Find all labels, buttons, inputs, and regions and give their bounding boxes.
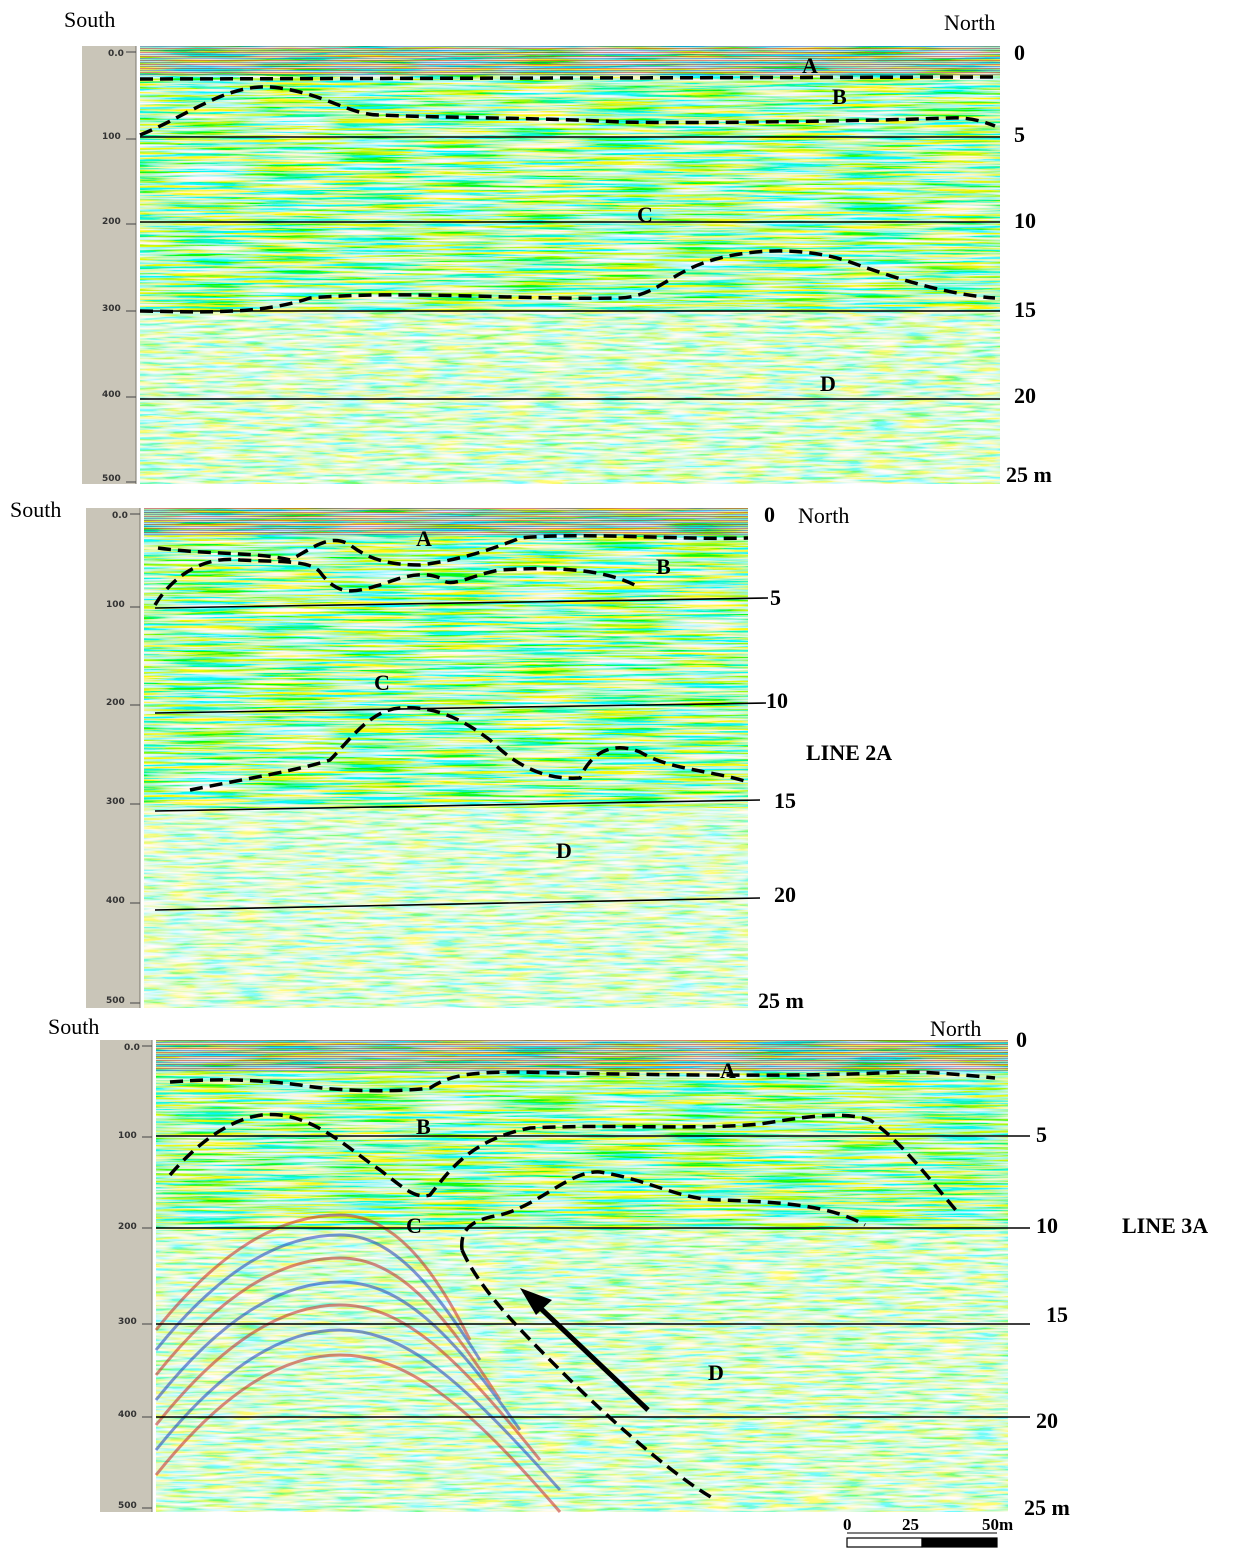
time-tick: 300: [102, 304, 121, 314]
depth-lines: [140, 136, 1000, 400]
north-label: North: [930, 1016, 981, 1041]
line-label: LINE 2A: [806, 740, 892, 765]
time-tick: 400: [118, 1410, 137, 1420]
unit-label: C: [374, 670, 390, 695]
unit-label: C: [406, 1213, 422, 1238]
depth-label: 0: [764, 502, 775, 527]
time-tick: 400: [106, 896, 125, 906]
panel-3: South North LINE 3A 0.0 100 200 300 400 …: [48, 1014, 1208, 1520]
depth-label: 5: [1014, 122, 1025, 147]
depth-label: 25 m: [758, 988, 804, 1013]
depth-label: 0: [1016, 1027, 1027, 1052]
unit-boundaries: [168, 1070, 996, 1502]
time-tick: 500: [102, 474, 121, 484]
depth-label: 15: [1014, 297, 1036, 322]
movement-arrow: [520, 1288, 650, 1412]
depth-label: 15: [1046, 1302, 1068, 1327]
scale-label: 0: [843, 1515, 852, 1534]
time-tick: 0.0: [124, 1043, 140, 1053]
unit-boundaries: [139, 75, 1001, 314]
depth-label: 15: [774, 788, 796, 813]
radargram-2: [144, 508, 748, 1008]
unit-label: D: [556, 838, 572, 863]
distance-scale-bar: 0 25 50m: [843, 1515, 1013, 1548]
unit-label: A: [416, 526, 432, 551]
north-label: North: [798, 503, 849, 528]
line-label: LINE 3A: [1122, 1213, 1208, 1238]
depth-label: 25 m: [1024, 1495, 1070, 1520]
time-tick: 200: [106, 698, 125, 708]
depth-label: 0: [1014, 40, 1025, 65]
south-label: South: [64, 7, 115, 32]
depth-label: 20: [774, 882, 796, 907]
time-tick: 500: [118, 1501, 137, 1511]
depth-label: 10: [766, 688, 788, 713]
depth-lines: [154, 597, 769, 911]
time-scale-bar: 0.0 100 200 300 400 500: [86, 508, 141, 1008]
radargram-3: [154, 1040, 1008, 1513]
time-tick: 200: [118, 1222, 137, 1232]
south-label: South: [10, 497, 61, 522]
depth-label: 5: [770, 585, 781, 610]
time-tick: 300: [106, 797, 125, 807]
panel-1: South North 0.0 100 200 300 400 500: [64, 7, 1052, 487]
panel-2: South North LINE 2A 0.0 100 200 300 400 …: [10, 497, 892, 1013]
depth-label: 10: [1036, 1213, 1058, 1238]
time-scale-bar: 0.0 100 200 300 400 500: [100, 1040, 153, 1512]
time-tick: 100: [106, 600, 125, 610]
scale-label: 25: [902, 1515, 919, 1534]
time-tick: 300: [118, 1317, 137, 1327]
radargram-1: [140, 46, 1000, 484]
time-tick: 200: [102, 217, 121, 227]
unit-boundaries: [153, 533, 749, 792]
time-tick: 100: [118, 1131, 137, 1141]
depth-label: 20: [1014, 383, 1036, 408]
south-label: South: [48, 1014, 99, 1039]
time-tick: 100: [102, 132, 121, 142]
depth-label: 25 m: [1006, 462, 1052, 487]
unit-label: D: [820, 371, 836, 396]
unit-label: D: [708, 1360, 724, 1385]
time-tick: 400: [102, 390, 121, 400]
unit-label: B: [832, 84, 847, 109]
time-tick: 0.0: [112, 511, 128, 521]
north-label: North: [944, 10, 995, 35]
time-scale-bar: 0.0 100 200 300 400 500: [82, 46, 137, 484]
depth-lines: [156, 1135, 1030, 1418]
unit-label: C: [637, 202, 653, 227]
unit-label: A: [720, 1058, 736, 1083]
unit-label: A: [802, 53, 818, 78]
depth-label: 20: [1036, 1408, 1058, 1433]
unit-label: B: [656, 554, 671, 579]
scale-label: 50m: [982, 1515, 1013, 1534]
depth-label: 10: [1014, 208, 1036, 233]
depth-label: 5: [1036, 1122, 1047, 1147]
unit-label: B: [416, 1114, 431, 1139]
time-tick: 0.0: [108, 49, 124, 59]
time-tick: 500: [106, 996, 125, 1006]
